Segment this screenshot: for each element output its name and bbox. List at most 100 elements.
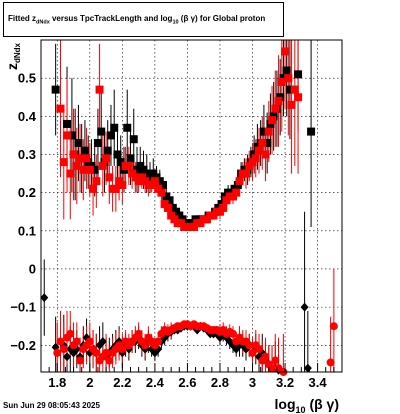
data-point	[97, 127, 106, 136]
y-tick-label: −0.1	[10, 300, 36, 315]
data-point	[76, 352, 85, 362]
data-point	[105, 356, 114, 365]
data-point	[255, 352, 264, 362]
data-point	[188, 219, 197, 228]
data-point	[100, 158, 109, 167]
data-point	[154, 337, 163, 346]
data-point	[228, 329, 237, 338]
data-point	[137, 340, 146, 350]
data-point	[67, 131, 76, 140]
data-point	[238, 169, 247, 178]
data-point	[220, 192, 229, 201]
data-point	[72, 161, 81, 170]
data-point	[144, 333, 153, 342]
data-point	[95, 340, 104, 350]
data-point	[271, 363, 280, 373]
data-point	[132, 165, 141, 174]
data-point	[168, 203, 177, 212]
data-point	[263, 139, 272, 148]
y-tick-label: 0.2	[18, 185, 36, 200]
x-axis-label: log10 (β γ)	[275, 396, 339, 414]
data-point	[149, 169, 158, 178]
data-point	[186, 321, 195, 331]
data-point	[92, 348, 101, 358]
data-point	[199, 323, 208, 333]
data-point	[183, 320, 192, 329]
data-point	[251, 344, 260, 354]
data-point	[194, 215, 203, 224]
data-point	[191, 215, 200, 224]
data-point	[79, 165, 88, 174]
data-point	[102, 154, 111, 163]
data-point	[154, 344, 163, 354]
data-point	[150, 348, 159, 358]
data-point	[240, 165, 249, 174]
data-point	[258, 348, 267, 358]
data-point	[186, 222, 195, 231]
data-point	[245, 161, 254, 170]
data-point	[225, 192, 234, 201]
data-point	[108, 344, 117, 354]
data-point	[202, 215, 211, 224]
data-point	[261, 150, 270, 159]
data-point	[248, 348, 257, 358]
y-tick-label: 0.3	[18, 147, 36, 162]
x-tick-label: 2.4	[146, 375, 165, 390]
data-point	[181, 219, 190, 228]
data-point	[215, 207, 224, 216]
data-point	[281, 47, 290, 56]
data-point	[214, 203, 223, 212]
data-point	[196, 219, 205, 228]
data-point	[243, 165, 252, 174]
data-point	[189, 321, 198, 331]
data-point	[150, 177, 159, 186]
y-tick-label: −0.2	[10, 338, 36, 353]
data-point	[111, 345, 120, 354]
data-point	[165, 196, 174, 205]
data-point	[219, 203, 228, 212]
data-point	[230, 184, 239, 193]
data-point	[271, 104, 280, 113]
data-point	[180, 321, 189, 331]
data-point	[129, 135, 138, 144]
data-point	[163, 203, 172, 212]
data-point	[264, 127, 273, 136]
data-point	[131, 333, 140, 342]
data-point	[237, 169, 246, 178]
data-point	[108, 184, 117, 193]
data-point	[80, 146, 89, 155]
data-point	[59, 158, 68, 167]
data-point	[307, 127, 316, 136]
data-point	[128, 336, 137, 346]
data-point	[87, 161, 96, 170]
data-point	[199, 322, 208, 331]
data-point	[95, 356, 104, 365]
data-point	[255, 146, 264, 155]
data-point	[63, 119, 72, 128]
data-point	[154, 184, 163, 193]
data-point	[74, 139, 83, 148]
data-point	[261, 352, 270, 361]
data-point	[85, 165, 94, 174]
data-point	[272, 104, 281, 113]
data-point	[228, 192, 237, 201]
data-point	[242, 169, 251, 178]
data-point	[59, 340, 68, 350]
data-point	[95, 85, 104, 94]
data-point	[56, 104, 65, 113]
data-point	[222, 329, 231, 338]
data-point	[152, 173, 161, 182]
data-point	[146, 173, 155, 182]
data-point	[105, 348, 114, 358]
data-point	[238, 337, 247, 346]
data-point	[141, 177, 150, 186]
timestamp-footer: Sun Jun 29 08:05:43 2025	[3, 401, 100, 410]
y-tick-label: 0	[29, 261, 36, 276]
data-point	[76, 154, 85, 163]
data-point	[147, 344, 156, 354]
data-point	[157, 336, 166, 346]
data-point	[274, 365, 283, 375]
data-point	[121, 337, 130, 346]
data-point	[183, 321, 192, 331]
data-point	[167, 211, 176, 220]
